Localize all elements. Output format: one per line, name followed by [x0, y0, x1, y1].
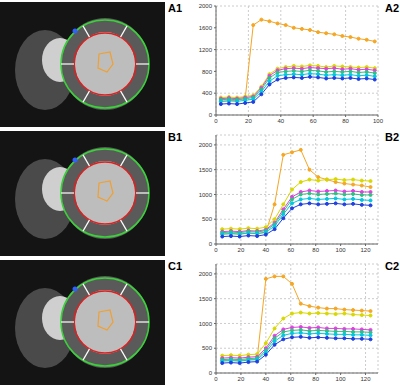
svg-text:20: 20: [238, 247, 245, 253]
svg-text:2000: 2000: [199, 271, 213, 277]
svg-text:60: 60: [310, 118, 317, 124]
svg-text:1500: 1500: [199, 296, 213, 302]
svg-text:500: 500: [202, 345, 213, 351]
html-text:A2: A2: [384, 2, 399, 14]
svg-text:2000: 2000: [199, 142, 213, 148]
svg-text:400: 400: [202, 90, 213, 96]
svg-text:40: 40: [263, 247, 270, 253]
svg-text:80: 80: [342, 118, 349, 124]
svg-text:1000: 1000: [199, 192, 213, 198]
svg-text:60: 60: [287, 247, 294, 253]
html-text:B1: B1: [168, 131, 183, 143]
svg-text:100: 100: [336, 247, 347, 253]
svg-text:0: 0: [214, 376, 218, 382]
html-text:B2: B2: [384, 131, 399, 143]
svg-text:1200: 1200: [199, 47, 213, 53]
svg-text:100: 100: [336, 376, 347, 382]
svg-text:80: 80: [312, 247, 319, 253]
svg-text:20: 20: [238, 376, 245, 382]
svg-text:80: 80: [312, 376, 319, 382]
svg-text:0: 0: [209, 370, 213, 376]
svg-text:500: 500: [202, 216, 213, 222]
svg-text:60: 60: [287, 376, 294, 382]
svg-text:1000: 1000: [199, 321, 213, 327]
svg-text:20: 20: [245, 118, 252, 124]
svg-text:800: 800: [202, 69, 213, 75]
svg-text:0: 0: [209, 241, 213, 247]
html-text:A1: A1: [168, 2, 183, 14]
html-text:C2: C2: [384, 260, 399, 272]
svg-text:120: 120: [361, 247, 372, 253]
svg-text:0: 0: [209, 112, 213, 118]
html-text:C1: C1: [168, 260, 183, 272]
svg-text:0: 0: [214, 118, 218, 124]
svg-text:120: 120: [361, 376, 372, 382]
svg-text:0: 0: [214, 247, 218, 253]
svg-text:100: 100: [373, 118, 384, 124]
svg-text:2000: 2000: [199, 3, 213, 9]
svg-text:40: 40: [277, 118, 284, 124]
svg-text:40: 40: [263, 376, 270, 382]
svg-text:1600: 1600: [199, 25, 213, 31]
svg-text:1500: 1500: [199, 167, 213, 173]
